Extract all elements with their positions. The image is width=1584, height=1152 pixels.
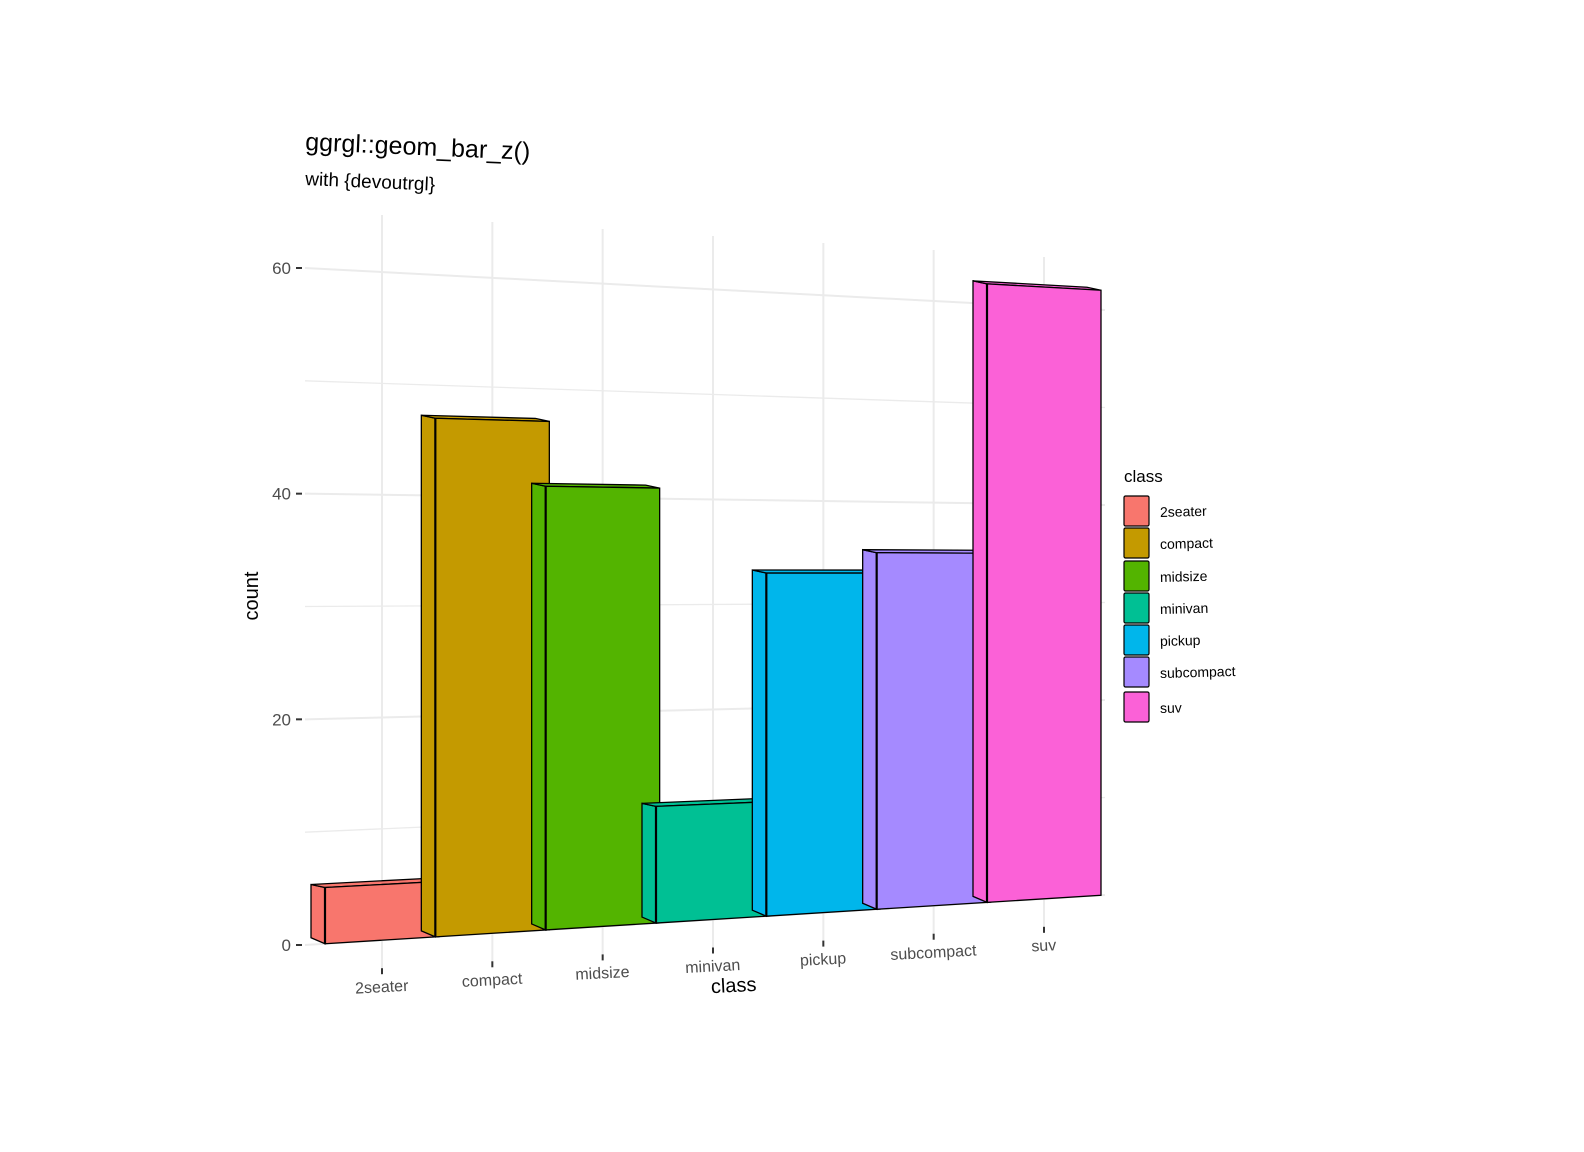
chart-title: ggrgl::geom_bar_z() [305,128,531,166]
gridline-h [304,380,1106,409]
legend-label: minivan [1160,600,1209,617]
bar-subcompact [862,548,992,911]
legend-label: 2seater [1160,503,1207,520]
bar-pickup [751,569,881,918]
bar-front [986,283,1102,904]
axes: 0 20 40 60 2seater compact midsize minivan picku… [272,259,1057,998]
legend-item-subcompact: subcompact [1123,656,1236,688]
legend-item-midsize: midsize [1123,560,1208,592]
y-tick-label: 20 [272,710,291,729]
x-tick-label: subcompact [890,942,978,964]
chart-subtitle: with {devoutrgl} [304,169,436,196]
bar-2seater [310,877,440,945]
legend-item-pickup: pickup [1123,624,1201,656]
bar-side [751,569,767,918]
legend-key [1123,560,1150,592]
y-tick-label: 40 [272,485,291,504]
x-tick-label: pickup [800,950,847,969]
bar-midsize [531,482,661,931]
y-tick-label: 0 [282,936,291,955]
x-tick-label: minivan [685,957,741,977]
legend-label: subcompact [1160,663,1236,681]
bar-side [420,414,436,938]
bar-side [641,802,657,925]
bar-side [972,280,988,904]
y-axis-title: count [241,571,263,620]
legend-item-2seater: 2seater [1123,495,1207,527]
legend-key [1123,691,1150,723]
legend-key [1123,592,1150,624]
legend-label: compact [1160,535,1213,552]
legend-key [1123,495,1150,527]
legend-key [1123,656,1150,688]
bar-compact [420,414,550,938]
x-tick-label: compact [461,971,523,991]
legend-item-suv: suv [1123,691,1182,723]
legend-item-minivan: minivan [1123,592,1209,624]
gridline-h [304,267,1106,311]
legend-item-compact: compact [1123,527,1213,559]
legend-key [1123,624,1150,656]
legend-label: midsize [1160,568,1208,585]
bar-minivan [641,797,771,925]
x-tick-label: midsize [575,964,630,984]
legend-key [1123,527,1150,559]
bar-side [310,883,326,945]
x-axis-title: class [710,974,757,998]
legend-title: class [1124,467,1163,486]
bar-side [862,548,878,911]
bar-suv [972,280,1102,904]
legend: class 2seater compact midsize minivan pickup… [1123,467,1236,723]
bars [310,280,1102,945]
x-tick-label: suv [1031,937,1057,955]
x-tick-label: 2seater [355,978,410,998]
bar-side [531,482,547,931]
legend-label: pickup [1160,632,1201,649]
y-tick-label: 60 [272,259,291,278]
legend-label: suv [1160,699,1182,716]
